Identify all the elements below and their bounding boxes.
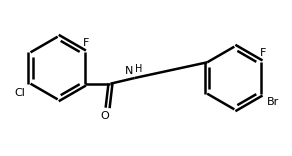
Text: F: F: [260, 48, 266, 58]
Text: N: N: [125, 66, 133, 76]
Text: Br: Br: [267, 97, 279, 107]
Text: H: H: [135, 64, 143, 74]
Text: Cl: Cl: [14, 88, 25, 98]
Text: O: O: [100, 111, 109, 121]
Text: F: F: [83, 38, 89, 48]
